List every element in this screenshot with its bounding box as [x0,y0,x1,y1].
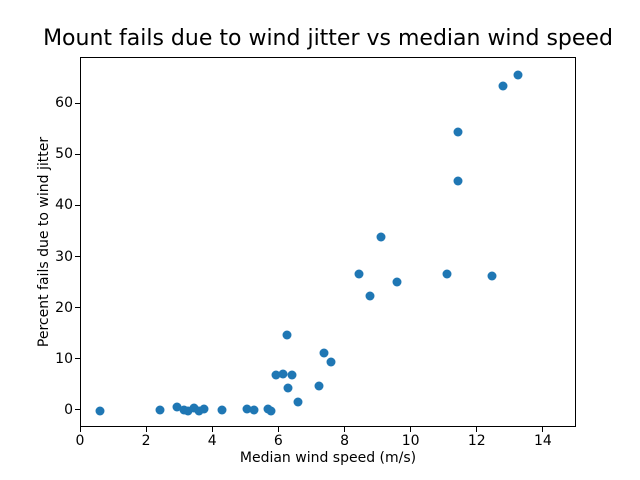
scatter-point [376,232,386,242]
scatter-point [194,406,204,416]
y-tick-mark [75,102,80,104]
x-tick-mark [410,427,412,432]
x-tick-label: 12 [467,433,486,449]
y-tick-label: 10 [55,350,73,367]
y-tick-mark [75,256,80,258]
scatter-point [293,397,303,407]
y-tick-label: 30 [55,248,73,265]
x-tick-mark [476,427,478,432]
scatter-point [319,348,329,358]
scatter-point [354,269,364,279]
scatter-point [498,81,508,91]
scatter-point [442,269,452,279]
scatter-point [365,291,375,301]
scatter-point [287,370,297,380]
scatter-point [189,403,199,413]
plot-area [80,57,576,427]
scatter-point [271,370,281,380]
scatter-point [278,369,288,379]
y-tick-label: 60 [55,95,73,112]
x-tick-label: 10 [401,433,420,449]
x-tick-label: 8 [340,433,349,449]
scatter-point [282,330,292,340]
x-tick-label: 0 [75,433,85,449]
y-tick-mark [75,204,80,206]
x-tick-label: 14 [534,433,552,449]
scatter-point [392,277,402,287]
scatter-point [95,406,105,416]
x-axis-label: Median wind speed (m/s) [239,450,417,466]
y-tick-mark [75,409,80,411]
scatter-point [266,406,276,416]
y-tick-mark [75,307,80,309]
y-tick-label: 40 [55,197,73,214]
scatter-point [242,404,252,414]
scatter-point [453,127,463,137]
x-tick-label: 6 [273,433,283,449]
scatter-point [453,176,463,186]
x-tick-label: 2 [141,433,151,449]
chart-title: Mount fails due to wind jitter vs median… [43,26,613,51]
y-tick-label: 20 [55,299,73,316]
x-tick-mark [344,427,346,432]
scatter-point [183,406,193,416]
x-tick-mark [79,427,81,432]
x-tick-mark [211,427,213,432]
x-tick-mark [542,427,544,432]
scatter-point [326,357,336,367]
scatter-point [155,405,165,415]
y-tick-label: 50 [55,146,73,163]
scatter-point [513,70,523,80]
scatter-point [314,381,324,391]
scatter-point [199,404,209,414]
scatter-point [487,271,497,281]
y-tick-mark [75,358,80,360]
scatter-point [172,402,182,412]
scatter-point [249,405,259,415]
y-tick-mark [75,153,80,155]
x-tick-mark [145,427,147,432]
scatter-point [283,383,293,393]
y-tick-label: 0 [64,401,73,418]
x-tick-label: 4 [207,433,217,449]
scatter-point [217,405,227,415]
x-tick-mark [277,427,279,432]
